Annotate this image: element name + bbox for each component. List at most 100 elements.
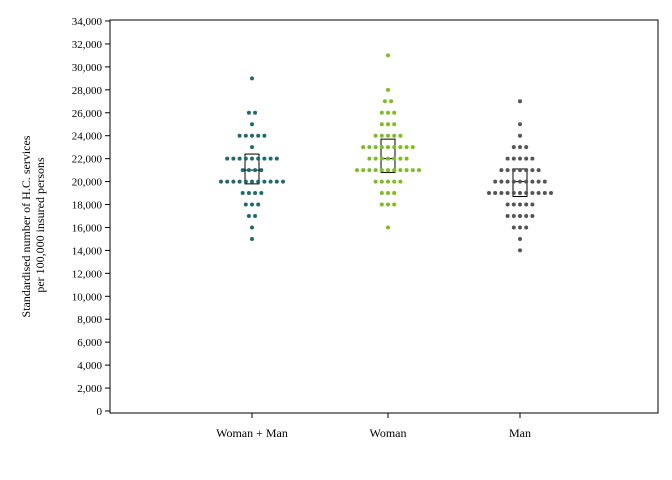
data-point	[246, 168, 251, 173]
data-point	[379, 179, 384, 184]
data-point	[274, 179, 279, 184]
data-point	[250, 202, 254, 207]
data-point	[373, 179, 378, 184]
data-point	[398, 145, 403, 150]
y-tick-label: 4,000	[77, 360, 102, 372]
y-tick-label: 24,000	[72, 131, 103, 143]
y-axis: 0 2,000 4,000 6,000 8,000 10,000 12,000 14,000 1…	[72, 16, 110, 418]
data-point	[417, 168, 421, 173]
box-layer	[244, 138, 528, 197]
data-point	[386, 87, 390, 92]
data-point	[530, 214, 535, 218]
data-point	[410, 145, 415, 150]
data-point	[536, 191, 541, 196]
data-point	[256, 202, 261, 207]
data-point	[373, 156, 378, 161]
data-point	[392, 191, 397, 196]
plot-frame	[109, 19, 659, 414]
data-point	[404, 156, 409, 161]
data-point	[250, 179, 254, 184]
data-point	[518, 236, 522, 241]
data-point	[549, 191, 553, 196]
dot-layer	[219, 53, 553, 253]
data-point	[505, 179, 510, 184]
data-point	[253, 191, 258, 196]
data-point	[250, 225, 254, 230]
data-point	[398, 133, 403, 138]
data-point	[246, 191, 251, 196]
data-point	[487, 191, 491, 196]
data-point	[250, 145, 254, 150]
data-point	[386, 156, 390, 161]
data-point	[518, 168, 522, 173]
data-point	[518, 248, 522, 253]
data-point	[493, 191, 498, 196]
data-point	[524, 214, 529, 218]
data-point	[542, 191, 547, 196]
data-point	[518, 214, 522, 218]
data-point	[246, 110, 251, 115]
data-point	[219, 179, 223, 184]
data-point	[398, 156, 403, 161]
data-point	[542, 179, 547, 184]
y-tick-label: 10,000	[72, 291, 103, 303]
data-point	[530, 202, 535, 207]
data-point	[259, 168, 264, 173]
data-point	[379, 133, 384, 138]
y-tick-label: 30,000	[72, 62, 103, 74]
data-point	[524, 179, 529, 184]
data-point	[386, 145, 390, 150]
data-point	[240, 191, 245, 196]
data-point	[262, 156, 267, 161]
data-point	[237, 133, 242, 138]
data-point	[518, 225, 522, 230]
data-point	[518, 179, 522, 184]
data-point	[530, 191, 535, 196]
data-point	[499, 179, 504, 184]
data-point	[274, 156, 279, 161]
data-point	[392, 202, 397, 207]
data-point	[373, 145, 378, 150]
data-point	[379, 156, 384, 161]
y-tick-label: 16,000	[72, 222, 103, 234]
data-point	[392, 145, 397, 150]
data-point	[253, 214, 258, 218]
data-point	[505, 202, 510, 207]
data-point	[518, 122, 522, 127]
data-point	[379, 168, 384, 173]
data-point	[243, 156, 248, 161]
x-category-label: Woman	[369, 426, 406, 440]
data-point	[404, 168, 409, 173]
x-axis: Woman + Man Woman Man	[216, 413, 531, 440]
data-point	[386, 168, 390, 173]
data-point	[386, 179, 390, 184]
data-point	[373, 133, 378, 138]
data-point	[250, 156, 254, 161]
data-point	[379, 191, 384, 196]
data-point	[259, 191, 264, 196]
data-point	[499, 191, 504, 196]
data-point	[505, 191, 510, 196]
data-point	[382, 99, 387, 104]
data-point	[392, 156, 397, 161]
data-point	[361, 168, 366, 173]
data-point	[243, 133, 248, 138]
data-point	[524, 191, 529, 196]
data-point	[231, 156, 236, 161]
x-category-label: Woman + Man	[216, 426, 288, 440]
data-point	[386, 133, 390, 138]
data-point	[386, 110, 390, 115]
data-point	[398, 168, 403, 173]
data-point	[250, 122, 254, 127]
data-point	[493, 179, 498, 184]
data-point	[367, 145, 372, 150]
y-axis-title-line-1: Standardised number of H.C. services	[19, 135, 33, 317]
data-point	[225, 156, 230, 161]
data-point	[524, 225, 529, 230]
iqr-box	[380, 138, 396, 173]
y-tick-label: 22,000	[72, 154, 103, 166]
data-point	[386, 202, 390, 207]
data-point	[511, 225, 516, 230]
data-point	[386, 53, 390, 58]
y-tick-label: 14,000	[72, 245, 103, 257]
